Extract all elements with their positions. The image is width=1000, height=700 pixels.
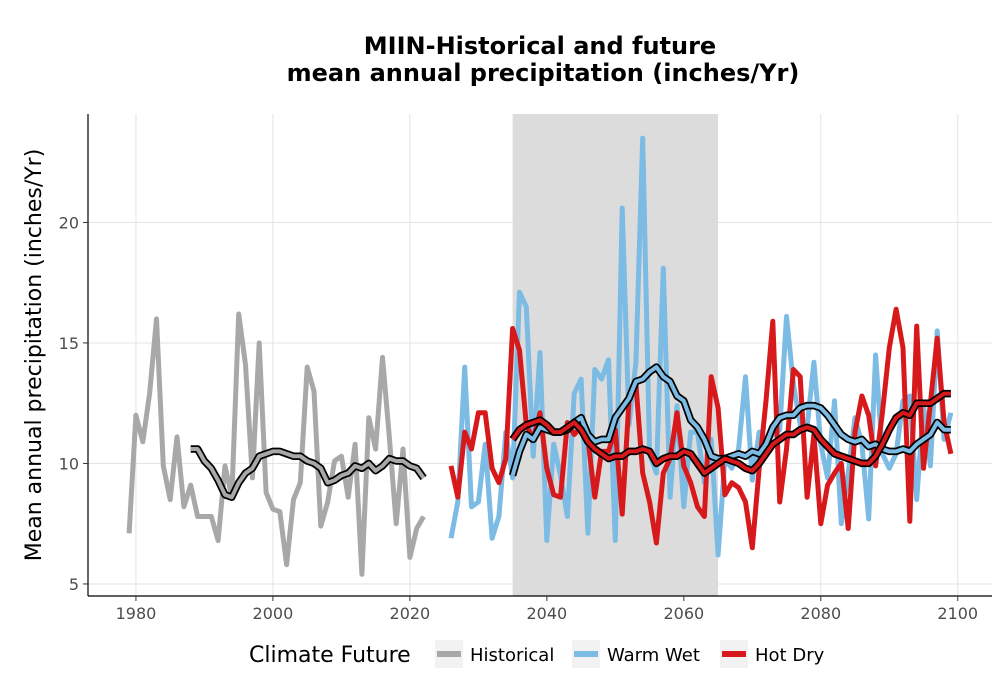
y-tick-label-15: 15 (59, 334, 79, 353)
chart-title-line-1: MIIN-Historical and future (364, 32, 716, 60)
legend-entry-hot-dry: Hot Dry (720, 640, 825, 668)
series-layer (126, 135, 954, 577)
legend-label-historical: Historical (470, 645, 554, 666)
x-tick-label-2100: 2100 (937, 604, 978, 623)
series-line-historical-rolling-mean (190, 447, 426, 500)
series-hot-dry-rolling-mean (509, 389, 951, 477)
y-tick-label-5: 5 (69, 575, 79, 594)
series-line-hot-dry-rolling-mean (510, 391, 951, 476)
tick-labels: 1980 2000 2020 2040 2060 2080 2100 5 10 15 20 (59, 213, 978, 623)
chart-title-line-2: mean annual precipitation (inches/Yr) (287, 59, 800, 87)
series-line-historical (126, 311, 426, 577)
x-tick-label-2040: 2040 (526, 604, 567, 623)
legend-label-hot-dry: Hot Dry (755, 645, 825, 666)
x-tick-label-1980: 1980 (116, 604, 157, 623)
legend-title: Climate Future (249, 643, 411, 668)
x-tick-label-2020: 2020 (390, 604, 431, 623)
legend: Climate Future Historical Warm Wet Hot Dry (249, 640, 825, 668)
x-tick-label-2000: 2000 (253, 604, 294, 623)
legend-label-warm-wet: Warm Wet (607, 645, 700, 666)
x-tick-label-2080: 2080 (800, 604, 841, 623)
y-tick-label-10: 10 (59, 454, 79, 473)
plot-area: 1980 2000 2020 2040 2060 2080 2100 5 10 15 20 (59, 114, 992, 623)
y-tick-label-20: 20 (59, 213, 79, 232)
legend-entries: Historical Warm Wet Hot Dry (435, 640, 825, 668)
y-axis-title: Mean annual precipitation (inches/Yr) (22, 149, 47, 562)
x-tick-label-2060: 2060 (663, 604, 704, 623)
legend-entry-warm-wet: Warm Wet (572, 640, 700, 668)
series-historical-rolling-mean (190, 445, 427, 501)
legend-entry-historical: Historical (435, 640, 554, 668)
